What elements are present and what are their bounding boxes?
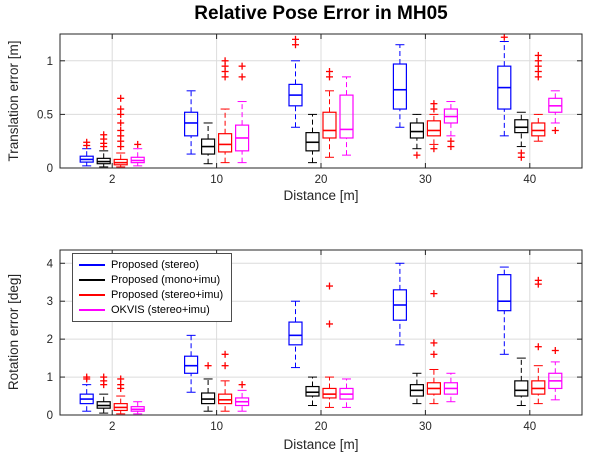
legend-item: OKVIS (stereo+imu)	[79, 302, 223, 317]
x-tick-label: 20	[315, 174, 328, 186]
box	[339, 94, 354, 139]
legend-line-stereo-icon	[79, 263, 105, 266]
y-tick-label: 0.5	[37, 109, 53, 121]
bottom-xlabel: Distance [m]	[283, 437, 359, 452]
box	[288, 321, 303, 346]
y-tick-label: 0	[47, 163, 53, 175]
box	[184, 355, 199, 374]
box	[392, 63, 407, 110]
legend-label: Proposed (stereo)	[111, 258, 200, 271]
x-tick-label: 40	[523, 421, 536, 433]
box	[322, 111, 337, 139]
box	[218, 393, 233, 405]
legend-item: Proposed (stereo+imu)	[79, 287, 223, 302]
y-tick-label: 2	[47, 334, 53, 346]
legend: Proposed (stereo) Proposed (mono+imu) Pr…	[72, 253, 233, 322]
y-tick-label: 0	[47, 410, 53, 422]
legend-label: Proposed (mono+imu)	[111, 273, 221, 286]
legend-label: OKVIS (stereo+imu)	[111, 303, 210, 316]
top-ylabel: Translation error [m]	[6, 40, 21, 162]
box	[531, 380, 546, 395]
legend-item: Proposed (mono+imu)	[79, 272, 223, 287]
box	[322, 387, 337, 399]
x-tick-label: 10	[210, 174, 223, 186]
legend-label: Proposed (stereo+imu)	[111, 288, 224, 301]
x-tick-label: 40	[523, 174, 536, 186]
box	[514, 380, 529, 397]
box	[514, 119, 529, 134]
box	[426, 120, 441, 137]
x-tick-label: 30	[419, 421, 432, 433]
box	[305, 385, 320, 397]
y-tick-label: 1	[47, 56, 53, 68]
box	[218, 133, 233, 153]
x-tick-label: 2	[109, 174, 115, 186]
y-tick-label: 1	[47, 372, 53, 384]
x-tick-label: 20	[315, 421, 328, 433]
box	[409, 122, 424, 139]
y-tick-label: 3	[47, 296, 53, 308]
y-tick-label: 4	[47, 258, 54, 270]
legend-item: Proposed (stereo)	[79, 257, 223, 272]
x-tick-label: 30	[419, 174, 432, 186]
figure-title: Relative Pose Error in MH05	[194, 3, 448, 24]
top-xlabel: Distance [m]	[283, 188, 359, 203]
bottom-ylabel: Rotation error [deg]	[6, 273, 21, 391]
x-tick-label: 2	[109, 421, 115, 433]
box	[184, 111, 199, 137]
legend-line-okvis-icon	[79, 308, 105, 311]
x-tick-label: 10	[210, 421, 223, 433]
box	[497, 274, 512, 312]
box	[531, 122, 546, 137]
legend-line-mono-imu-icon	[79, 278, 105, 281]
legend-line-stereo-imu-icon	[79, 293, 105, 296]
